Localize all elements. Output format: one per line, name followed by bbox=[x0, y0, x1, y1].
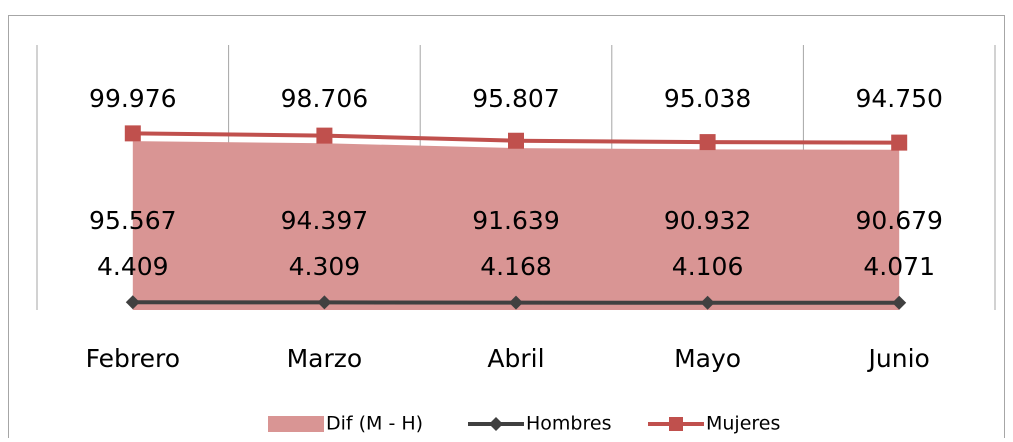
marker bbox=[700, 295, 715, 310]
legend-marker bbox=[489, 417, 503, 431]
marker bbox=[508, 132, 524, 149]
data-label: 4.168 bbox=[480, 252, 552, 281]
legend-marker bbox=[669, 417, 683, 431]
legend-swatch bbox=[268, 416, 324, 432]
data-label: 94.750 bbox=[855, 84, 942, 113]
legend-label: Mujeres bbox=[706, 413, 780, 435]
legend-item: Mujeres bbox=[648, 413, 780, 435]
data-label: 90.932 bbox=[664, 206, 751, 235]
x-tick-label: Marzo bbox=[287, 344, 363, 373]
x-tick-label: Abril bbox=[487, 344, 544, 373]
legend-label: Dif (M - H) bbox=[326, 413, 423, 435]
data-label: 95.567 bbox=[89, 206, 176, 235]
marker bbox=[316, 127, 333, 144]
marker bbox=[891, 134, 908, 151]
area bbox=[132, 141, 900, 310]
data-label: 4.309 bbox=[289, 252, 361, 281]
data-label: 95.038 bbox=[664, 84, 751, 113]
data-label: 91.639 bbox=[472, 206, 559, 235]
marker bbox=[124, 125, 141, 142]
marker bbox=[317, 295, 332, 310]
data-label: 4.106 bbox=[672, 252, 744, 281]
x-tick-label: Junio bbox=[867, 344, 930, 373]
legend-label: Hombres bbox=[526, 413, 611, 435]
marker bbox=[699, 134, 716, 151]
marker bbox=[509, 295, 523, 310]
data-label: 95.807 bbox=[472, 84, 559, 113]
marker bbox=[125, 295, 140, 310]
legend-item: Dif (M - H) bbox=[268, 413, 423, 435]
data-label: 90.679 bbox=[855, 206, 942, 235]
marker bbox=[892, 295, 907, 310]
legend-item: Hombres bbox=[468, 413, 611, 435]
x-tick-label: Febrero bbox=[86, 344, 180, 373]
data-label: 4.409 bbox=[97, 252, 169, 281]
data-label: 4.071 bbox=[863, 252, 935, 281]
data-label: 94.397 bbox=[281, 206, 368, 235]
x-tick-label: Mayo bbox=[674, 344, 741, 373]
data-label: 98.706 bbox=[281, 84, 368, 113]
data-label: 99.976 bbox=[89, 84, 176, 113]
